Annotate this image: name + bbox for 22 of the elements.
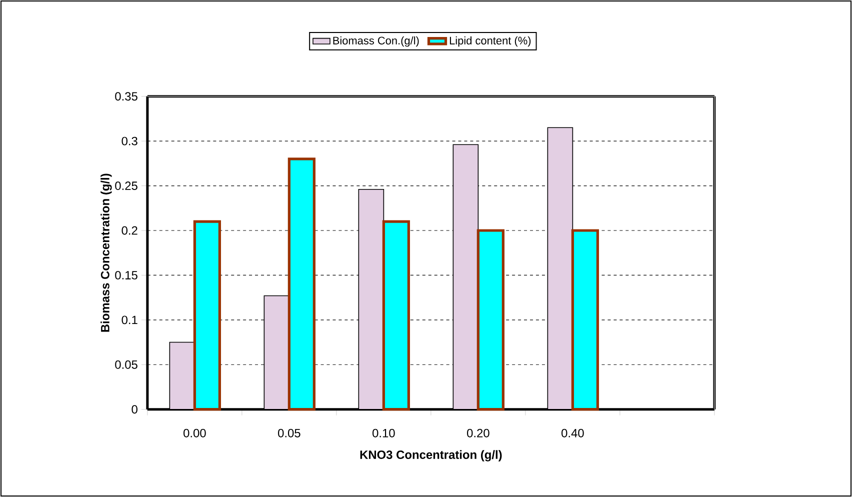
bar: [476, 229, 504, 411]
y-tick-label: 0.05: [115, 360, 138, 369]
legend-label: Lipid content (%): [450, 36, 531, 47]
bar: [571, 229, 599, 411]
x-axis-title: KNO3 Concentration (g/l): [360, 450, 502, 462]
y-tick-label: 0.35: [115, 92, 138, 101]
y-axis-title: Biomass Concentration (g/l): [100, 174, 112, 332]
y-tick-label: 0.2: [122, 226, 138, 235]
x-tick-label: 0.40: [562, 428, 584, 438]
y-tick-label: 0.3: [122, 136, 138, 146]
x-tick-label: 0.05: [278, 428, 300, 438]
bar: [382, 220, 410, 411]
x-tick-label: 0.00: [184, 428, 206, 438]
legend-label: Biomass Con.(g/l): [333, 36, 419, 47]
bar: [288, 158, 316, 411]
bar: [193, 220, 221, 411]
y-tick-label: 0.25: [115, 182, 138, 190]
y-tick-label: 0.15: [115, 270, 138, 280]
y-tick-label: 0: [132, 405, 138, 414]
x-tick-label: 0.20: [467, 428, 490, 438]
y-tick-label: 0.1: [122, 316, 138, 324]
x-tick-label: 0.10: [372, 428, 395, 438]
